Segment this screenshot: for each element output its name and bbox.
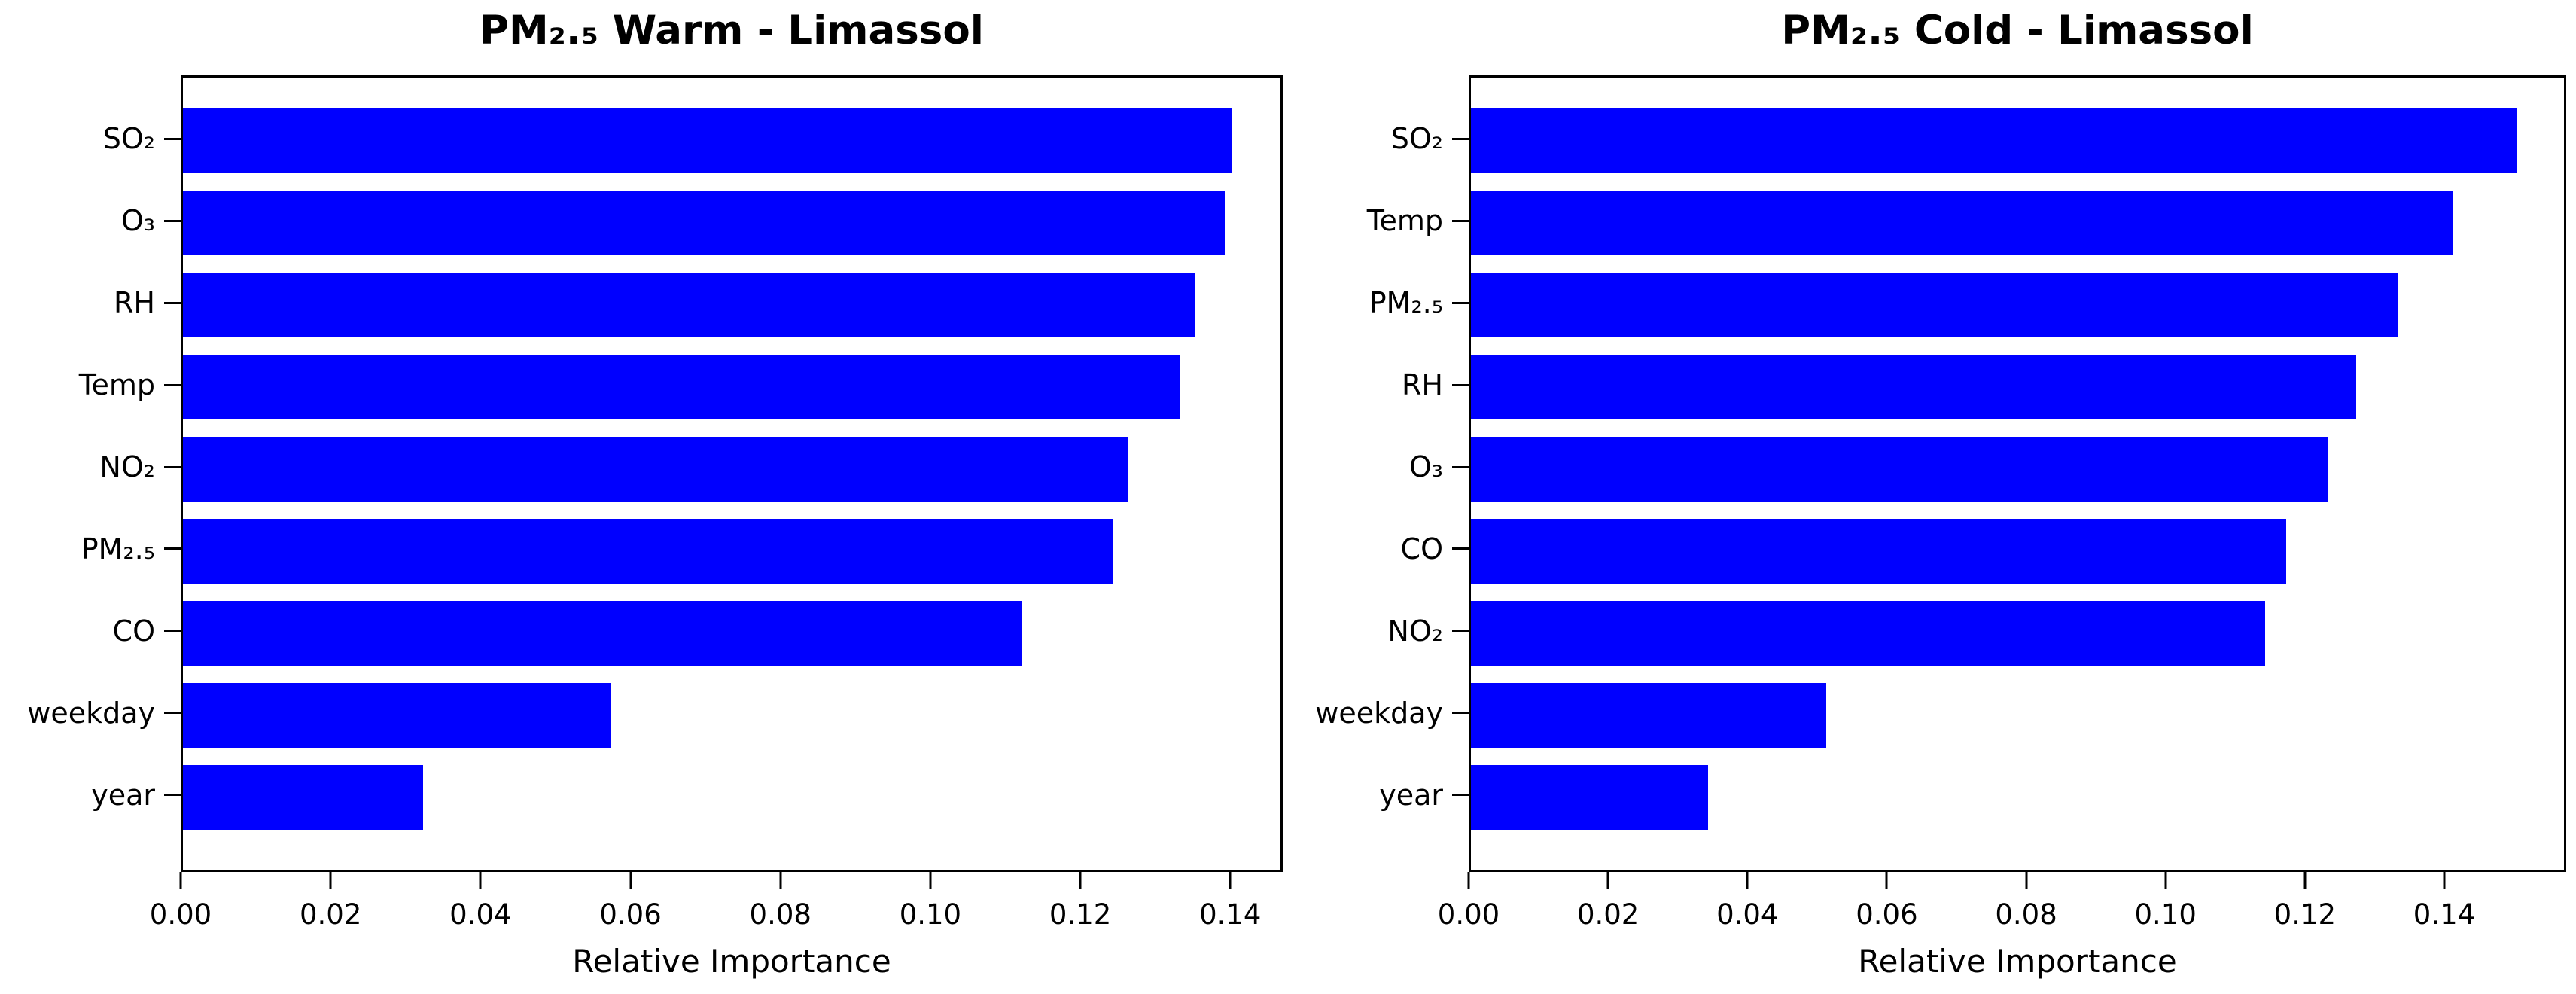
x-tick-label: 0.08: [749, 898, 811, 931]
x-tick: [1885, 872, 1888, 889]
y-tick: [164, 219, 181, 222]
y-tick: [164, 794, 181, 797]
y-tick: [164, 301, 181, 304]
y-tick: [1452, 794, 1469, 797]
y-tick-label: year: [1379, 778, 1443, 812]
y-tick: [164, 547, 181, 550]
bar: [1471, 108, 2517, 174]
x-tick-label: 0.10: [899, 898, 962, 931]
bar: [183, 273, 1195, 338]
chart-title: PM₂.₅ Warm - Limassol: [480, 8, 984, 53]
y-tick: [1452, 219, 1469, 222]
y-tick: [164, 465, 181, 468]
x-tick-label: 0.12: [2273, 898, 2337, 931]
x-tick-label: 0.06: [599, 898, 662, 931]
y-tick-label: weekday: [1315, 696, 1443, 730]
bar: [1471, 191, 2453, 256]
plot-area: [181, 75, 1283, 872]
y-tick-label: RH: [114, 286, 155, 320]
y-tick: [1452, 465, 1469, 468]
x-tick: [779, 872, 782, 889]
y-tick: [1452, 547, 1469, 550]
y-tick-label: O₃: [120, 204, 155, 238]
x-tick: [1467, 872, 1470, 889]
bar: [1471, 764, 1708, 830]
x-tick-label: 0.08: [1995, 898, 2057, 931]
bar: [1471, 273, 2398, 338]
y-tick-label: RH: [1402, 368, 1443, 402]
x-tick-label: 0.02: [1576, 898, 1640, 931]
x-tick-label: 0.10: [2134, 898, 2197, 931]
y-tick-label: SO₂: [102, 122, 155, 156]
bar: [183, 108, 1232, 174]
bar: [1471, 600, 2265, 666]
x-tick: [2025, 872, 2028, 889]
x-tick: [1079, 872, 1082, 889]
x-tick: [479, 872, 482, 889]
y-tick-label: O₃: [1408, 450, 1443, 483]
x-tick: [1746, 872, 1749, 889]
bar: [183, 437, 1128, 502]
x-tick-label: 0.14: [1199, 898, 1262, 931]
x-tick: [2303, 872, 2307, 889]
y-tick-label: CO: [1400, 532, 1443, 566]
x-tick: [629, 872, 632, 889]
x-tick-label: 0.00: [149, 898, 212, 931]
bar: [183, 764, 423, 830]
y-tick-label: year: [91, 778, 155, 812]
chart-title: PM₂.₅ Cold - Limassol: [1781, 8, 2254, 53]
y-tick: [164, 383, 181, 386]
y-tick-label: PM₂.₅: [81, 532, 155, 566]
x-tick-label: 0.04: [1716, 898, 1779, 931]
bar: [1471, 518, 2286, 584]
y-tick-label: Temp: [1366, 204, 1443, 238]
bar: [183, 355, 1180, 420]
x-tick-label: 0.06: [1856, 898, 1918, 931]
plot-area: [1469, 75, 2566, 872]
y-tick-label: CO: [112, 614, 155, 648]
y-tick: [1452, 301, 1469, 304]
y-tick-label: PM₂.₅: [1369, 286, 1443, 320]
bar: [183, 600, 1022, 666]
x-tick-label: 0.12: [1049, 898, 1112, 931]
x-tick: [1606, 872, 1609, 889]
bar: [183, 682, 611, 748]
y-tick-label: Temp: [78, 368, 155, 402]
x-tick-label: 0.00: [1437, 898, 1500, 931]
bar: [1471, 355, 2356, 420]
y-tick: [1452, 137, 1469, 140]
y-tick-label: NO₂: [99, 450, 155, 483]
y-tick-label: weekday: [27, 696, 155, 730]
y-tick-label: NO₂: [1387, 614, 1443, 648]
y-tick: [164, 630, 181, 633]
y-tick: [1452, 383, 1469, 386]
x-axis-label: Relative Importance: [572, 943, 891, 980]
y-tick: [1452, 712, 1469, 715]
bar: [1471, 437, 2328, 502]
bar: [183, 518, 1113, 584]
x-tick: [1229, 872, 1232, 889]
x-tick: [329, 872, 332, 889]
y-tick-label: SO₂: [1390, 122, 1443, 156]
x-tick: [179, 872, 182, 889]
x-tick-label: 0.02: [299, 898, 362, 931]
x-tick-label: 0.14: [2413, 898, 2476, 931]
y-tick: [1452, 630, 1469, 633]
x-axis-label: Relative Importance: [1858, 943, 2177, 980]
bar: [183, 191, 1225, 256]
x-tick-label: 0.04: [449, 898, 512, 931]
x-tick: [2164, 872, 2167, 889]
x-tick: [929, 872, 932, 889]
x-tick: [2443, 872, 2446, 889]
y-tick: [164, 712, 181, 715]
bar: [1471, 682, 1826, 748]
y-tick: [164, 137, 181, 140]
